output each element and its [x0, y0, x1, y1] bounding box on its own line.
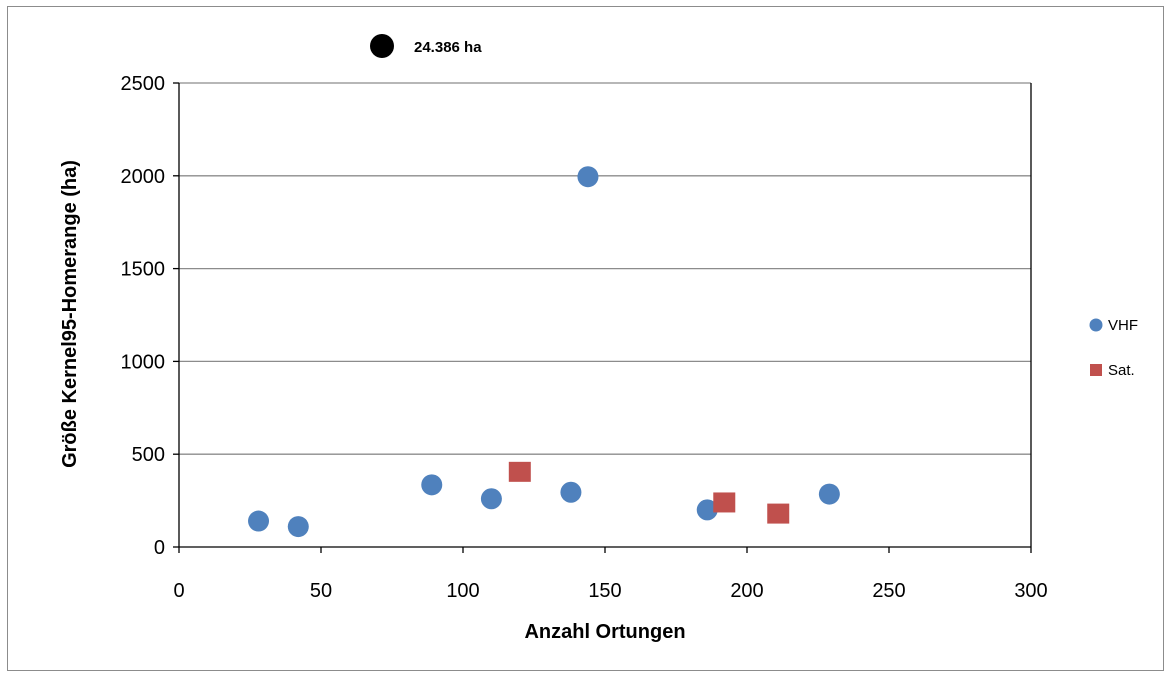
x-tick-label: 0	[173, 580, 184, 602]
chart-frame	[7, 6, 1164, 671]
annotation-label: 24.386 ha	[414, 39, 482, 56]
x-tick-label: 150	[588, 580, 621, 602]
x-tick-label: 50	[310, 580, 332, 602]
x-tick-label: 100	[446, 580, 479, 602]
tick-labels: 0 500 1000 1500 2000 2500 0 50 100 150 200 250 300	[121, 73, 1048, 602]
y-tick-label: 1500	[121, 259, 166, 281]
axes	[173, 82, 1032, 553]
y-axis-title: Größe Kernel95-Homerange (ha)	[59, 160, 81, 468]
x-tick-label: 300	[1014, 580, 1047, 602]
legend-marker-sat	[1090, 364, 1102, 376]
legend-label: VHF	[1108, 317, 1138, 334]
annotation-marker	[370, 34, 394, 58]
data-point-vhf	[577, 166, 599, 188]
annotation: 24.386 ha	[370, 34, 482, 58]
data-point-sat	[713, 492, 736, 513]
legend-label: Sat.	[1108, 362, 1135, 379]
data-point-sat	[508, 461, 531, 482]
x-tick-label: 200	[730, 580, 763, 602]
legend-marker-vhf	[1089, 318, 1103, 332]
data-point-vhf	[287, 516, 309, 538]
y-tick-label: 0	[154, 537, 165, 559]
data-point-vhf	[248, 510, 270, 532]
data-points	[248, 166, 840, 538]
data-point-vhf	[696, 499, 718, 521]
y-tick-label: 2500	[121, 73, 166, 95]
x-tick-label: 250	[872, 580, 905, 602]
x-axis-title: Anzahl Ortungen	[524, 621, 685, 643]
legend: VHF Sat.	[1089, 317, 1138, 379]
y-tick-label: 2000	[121, 166, 166, 188]
data-point-vhf	[480, 488, 502, 510]
data-point-vhf	[560, 481, 582, 503]
data-point-sat	[767, 503, 790, 524]
grid-lines	[179, 82, 1031, 455]
data-point-vhf	[818, 483, 840, 505]
y-tick-label: 1000	[121, 351, 166, 373]
data-point-vhf	[421, 474, 443, 496]
y-tick-label: 500	[132, 444, 165, 466]
